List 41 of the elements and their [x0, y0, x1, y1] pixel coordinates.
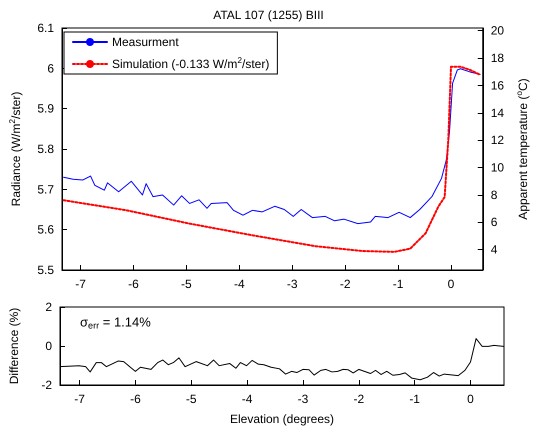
x-tick-label: -4 [242, 392, 253, 406]
y2-tick-label: 20 [490, 24, 504, 38]
x-tick-label: 0 [467, 392, 474, 406]
y-tick-label: -2 [41, 378, 52, 392]
x-tick-label: -7 [74, 392, 86, 406]
x-tick-label: -3 [286, 277, 298, 291]
y2-tick-label: 4 [490, 242, 498, 256]
y-tick-label: 5.8 [37, 142, 54, 156]
x-tick-label: -1 [409, 392, 420, 406]
y2-tick-label: 6 [490, 215, 498, 230]
x-tick-label: -7 [75, 277, 86, 291]
y-axis-title: Difference (%) [7, 308, 21, 384]
x-tick-label: 0 [448, 277, 455, 291]
y2-tick-label: 14 [490, 106, 504, 120]
x-tick-label: -1 [392, 277, 404, 291]
y2-tick-label: 8 [490, 188, 498, 202]
y-axis-title: Radiance (W/m2/ster) [7, 92, 23, 206]
y2-tick-label: 16 [490, 78, 504, 92]
y-tick-label: 6 [47, 61, 54, 76]
x-tick-label: -5 [186, 392, 197, 406]
y2-tick-label: 18 [490, 51, 504, 66]
chart-title: ATAL 107 (1255) BIII [213, 8, 324, 22]
x-axis-title: Elevation (degrees) [230, 412, 334, 426]
x-tick-label: -5 [181, 277, 192, 291]
y2-tick-label: 10 [490, 160, 504, 174]
y-tick-label: 5.6 [37, 222, 54, 237]
x-tick-label: -2 [340, 277, 351, 291]
x-tick-label: -6 [130, 392, 142, 406]
y2-tick-label: 12 [490, 133, 504, 148]
legend-label: Measurment [112, 35, 180, 49]
y2-axis-title: Apparent temperature (oC) [514, 78, 530, 220]
y-tick-label: 0 [45, 339, 52, 353]
y-tick-label: 5.7 [37, 182, 54, 196]
x-tick-label: -2 [353, 392, 364, 406]
x-tick-label: -3 [298, 392, 309, 406]
x-tick-label: -6 [128, 277, 140, 291]
x-tick-label: -4 [234, 277, 245, 291]
y-tick-label: 2 [45, 300, 52, 314]
y-tick-label: 5.9 [37, 102, 54, 116]
y-tick-label: 5.5 [37, 263, 54, 277]
y-tick-label: 6.1 [37, 21, 54, 35]
